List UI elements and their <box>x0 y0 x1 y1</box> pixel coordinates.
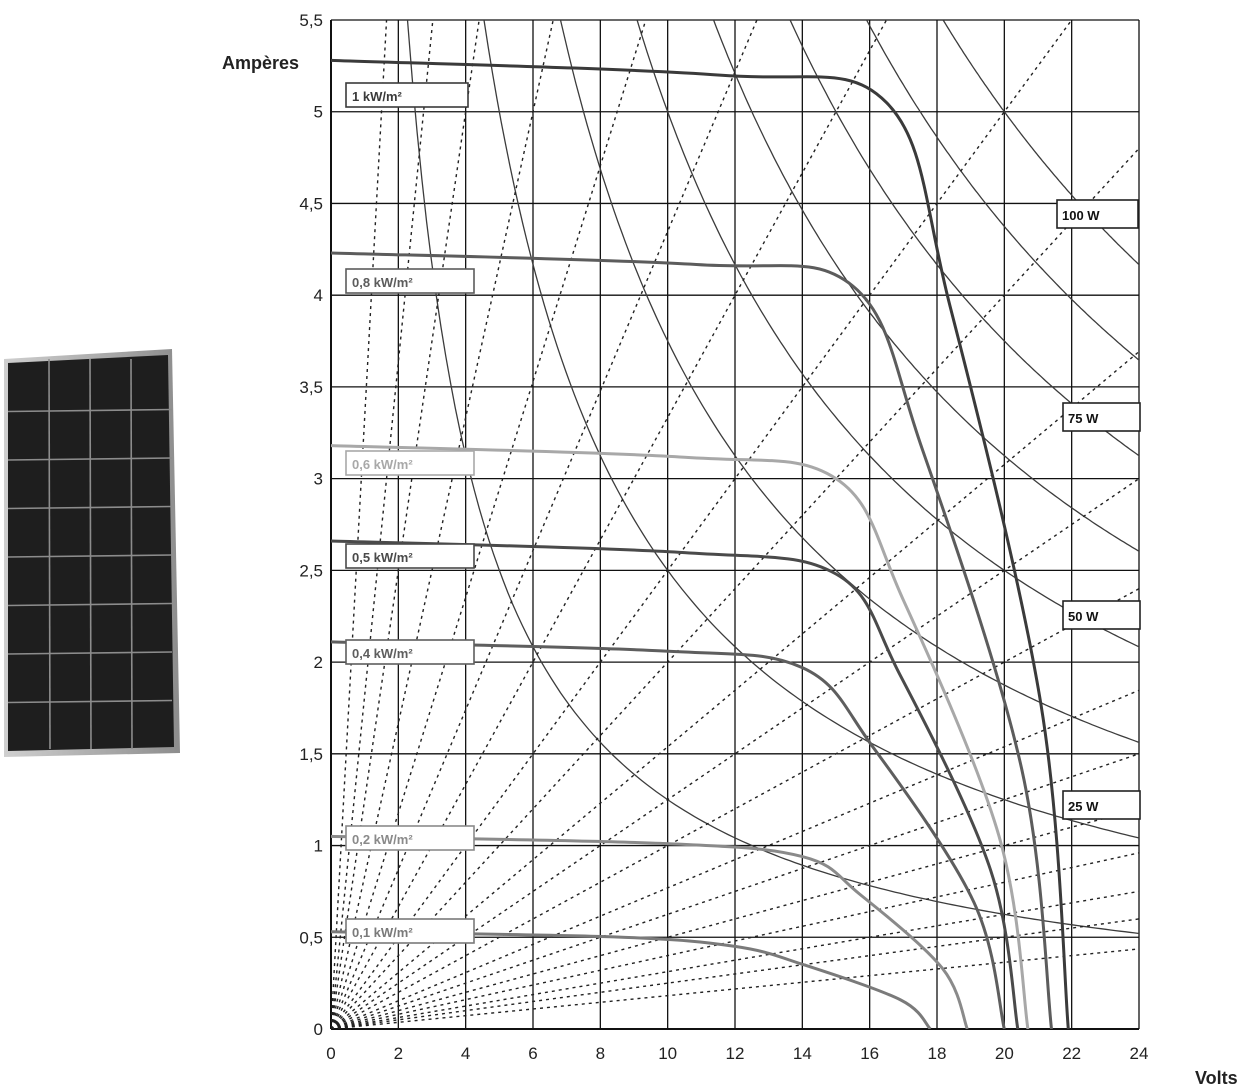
y-tick-label: 1,5 <box>299 745 323 764</box>
y-tick-label: 5 <box>314 103 323 122</box>
y-tick-label: 2,5 <box>299 561 323 580</box>
load-line <box>331 808 1139 1029</box>
x-tick-label: 16 <box>860 1044 879 1063</box>
load-line <box>331 587 1139 1029</box>
iv-curve <box>331 640 1006 1029</box>
load-line <box>331 20 434 1029</box>
x-tick-label: 4 <box>461 1044 470 1063</box>
power-label: 100 W <box>1062 208 1100 223</box>
y-tick-label: 5,5 <box>299 11 323 30</box>
series-label: 0,4 kW/m² <box>352 646 413 661</box>
series-label-box <box>345 825 475 851</box>
load-line <box>331 948 1139 1029</box>
y-axis-title: Ampères <box>222 53 299 73</box>
x-tick-label: 14 <box>793 1044 812 1063</box>
power-label: 25 W <box>1068 799 1099 814</box>
y-tick-label: 1 <box>314 837 323 856</box>
y-tick-label: 3 <box>314 470 323 489</box>
series-label: 1 kW/m² <box>352 89 403 104</box>
load-line <box>331 20 1073 1029</box>
series-label: 0,8 kW/m² <box>352 275 413 290</box>
iv-curve <box>331 444 1030 1029</box>
series-label-box <box>345 450 475 476</box>
power-curve <box>942 20 1139 266</box>
power-label-box <box>1056 199 1139 229</box>
load-line <box>331 753 1139 1029</box>
power-curve <box>406 20 1139 935</box>
series-label: 0,2 kW/m² <box>352 832 413 847</box>
grid <box>330 19 1140 1030</box>
iv-curve <box>331 58 1070 1029</box>
load-lines <box>331 20 1139 1029</box>
load-line <box>331 918 1139 1029</box>
panel-cell-line <box>89 358 92 750</box>
panel-cell-line <box>130 358 133 750</box>
power-label-box <box>1062 600 1141 630</box>
series-label-box <box>345 268 475 294</box>
load-line <box>331 20 888 1029</box>
series-label: 0,6 kW/m² <box>352 457 413 472</box>
power-curve <box>636 20 1139 648</box>
load-line <box>331 350 1139 1029</box>
panel-cell-line <box>48 358 51 750</box>
series-label: 0,5 kW/m² <box>352 550 413 565</box>
series-label-box <box>345 82 469 108</box>
power-label-box <box>1062 790 1141 820</box>
y-tick-label: 0 <box>314 1020 323 1039</box>
x-tick-label: 8 <box>596 1044 605 1063</box>
power-label: 50 W <box>1068 609 1099 624</box>
solar-panel-image <box>4 349 180 757</box>
load-line <box>331 20 388 1029</box>
y-tick-label: 0,5 <box>299 928 323 947</box>
power-curve <box>559 20 1139 744</box>
load-line <box>331 689 1139 1029</box>
iv-curve <box>331 930 932 1029</box>
power-label: 75 W <box>1068 411 1099 426</box>
x-tick-label: 22 <box>1062 1044 1081 1063</box>
y-tick-label: 4 <box>314 286 323 305</box>
y-tick-label: 4,5 <box>299 194 323 213</box>
iv-curve <box>331 834 969 1029</box>
panel-cell-line <box>7 699 173 704</box>
power-curve <box>789 20 1139 457</box>
load-line <box>331 20 480 1029</box>
x-tick-label: 6 <box>528 1044 537 1063</box>
x-tick-label: 0 <box>326 1044 335 1063</box>
power-curves <box>406 20 1139 935</box>
x-tick-label: 24 <box>1130 1044 1149 1063</box>
x-tick-label: 2 <box>394 1044 403 1063</box>
series-label: 0,1 kW/m² <box>352 925 413 940</box>
load-line <box>331 147 1139 1029</box>
y-tick-label: 3,5 <box>299 378 323 397</box>
x-axis-title: Volts <box>1195 1068 1238 1088</box>
series-label-box <box>345 543 475 569</box>
power-curve <box>712 20 1139 553</box>
x-tick-label: 12 <box>726 1044 745 1063</box>
load-line <box>331 20 758 1029</box>
series-label-box <box>345 639 475 665</box>
y-tick-label: 2 <box>314 653 323 672</box>
x-tick-label: 18 <box>928 1044 947 1063</box>
power-curve <box>483 20 1139 839</box>
iv-curve <box>331 539 1020 1029</box>
load-line <box>331 890 1139 1029</box>
iv-curves <box>331 58 1070 1029</box>
load-line <box>331 20 554 1029</box>
iv-curve <box>331 251 1053 1029</box>
power-curve <box>866 20 1139 362</box>
power-label-box <box>1062 402 1141 432</box>
load-line <box>331 20 647 1029</box>
x-tick-label: 10 <box>658 1044 677 1063</box>
series-label-box <box>345 918 475 944</box>
x-tick-label: 20 <box>995 1044 1014 1063</box>
